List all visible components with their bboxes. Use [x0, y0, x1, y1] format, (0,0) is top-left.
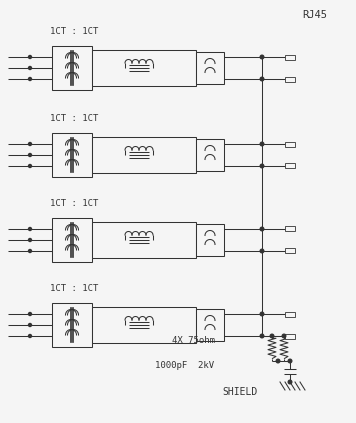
- Bar: [196, 224, 224, 256]
- Text: 4X 75ohm: 4X 75ohm: [172, 336, 215, 345]
- Bar: [285, 55, 295, 60]
- Bar: [196, 52, 224, 84]
- Text: SHIELD: SHIELD: [222, 387, 257, 397]
- Bar: [52, 46, 92, 90]
- Circle shape: [260, 164, 264, 168]
- Circle shape: [288, 380, 292, 384]
- Circle shape: [28, 55, 31, 58]
- Bar: [52, 218, 92, 262]
- Bar: [92, 307, 196, 343]
- Circle shape: [28, 335, 31, 338]
- Bar: [285, 77, 295, 82]
- Bar: [285, 248, 295, 253]
- Text: 1CT : 1CT: 1CT : 1CT: [50, 199, 98, 208]
- Circle shape: [260, 77, 264, 81]
- Bar: [196, 309, 224, 341]
- Bar: [285, 164, 295, 168]
- Circle shape: [260, 312, 264, 316]
- Bar: [196, 139, 224, 171]
- Bar: [285, 226, 295, 231]
- Bar: [52, 303, 92, 347]
- Circle shape: [28, 154, 31, 157]
- Circle shape: [28, 143, 31, 146]
- Circle shape: [270, 334, 274, 338]
- Text: 1CT : 1CT: 1CT : 1CT: [50, 284, 98, 293]
- Bar: [92, 50, 196, 86]
- Circle shape: [260, 142, 264, 146]
- Circle shape: [28, 313, 31, 316]
- Bar: [285, 142, 295, 146]
- Bar: [92, 137, 196, 173]
- Circle shape: [28, 250, 31, 253]
- Circle shape: [288, 359, 292, 363]
- Circle shape: [28, 77, 31, 80]
- Circle shape: [28, 324, 31, 327]
- Circle shape: [28, 165, 31, 168]
- Circle shape: [260, 55, 264, 59]
- Circle shape: [28, 66, 31, 69]
- Circle shape: [260, 334, 264, 338]
- Text: 1000pF  2kV: 1000pF 2kV: [155, 361, 214, 370]
- Circle shape: [260, 227, 264, 231]
- Text: 1CT : 1CT: 1CT : 1CT: [50, 114, 98, 123]
- Circle shape: [28, 228, 31, 231]
- Text: 1CT : 1CT: 1CT : 1CT: [50, 27, 98, 36]
- Circle shape: [276, 359, 280, 363]
- Circle shape: [260, 249, 264, 253]
- Bar: [92, 222, 196, 258]
- Bar: [52, 133, 92, 177]
- Bar: [285, 333, 295, 338]
- Bar: [285, 311, 295, 316]
- Text: RJ45: RJ45: [302, 10, 327, 20]
- Circle shape: [282, 334, 286, 338]
- Circle shape: [28, 239, 31, 242]
